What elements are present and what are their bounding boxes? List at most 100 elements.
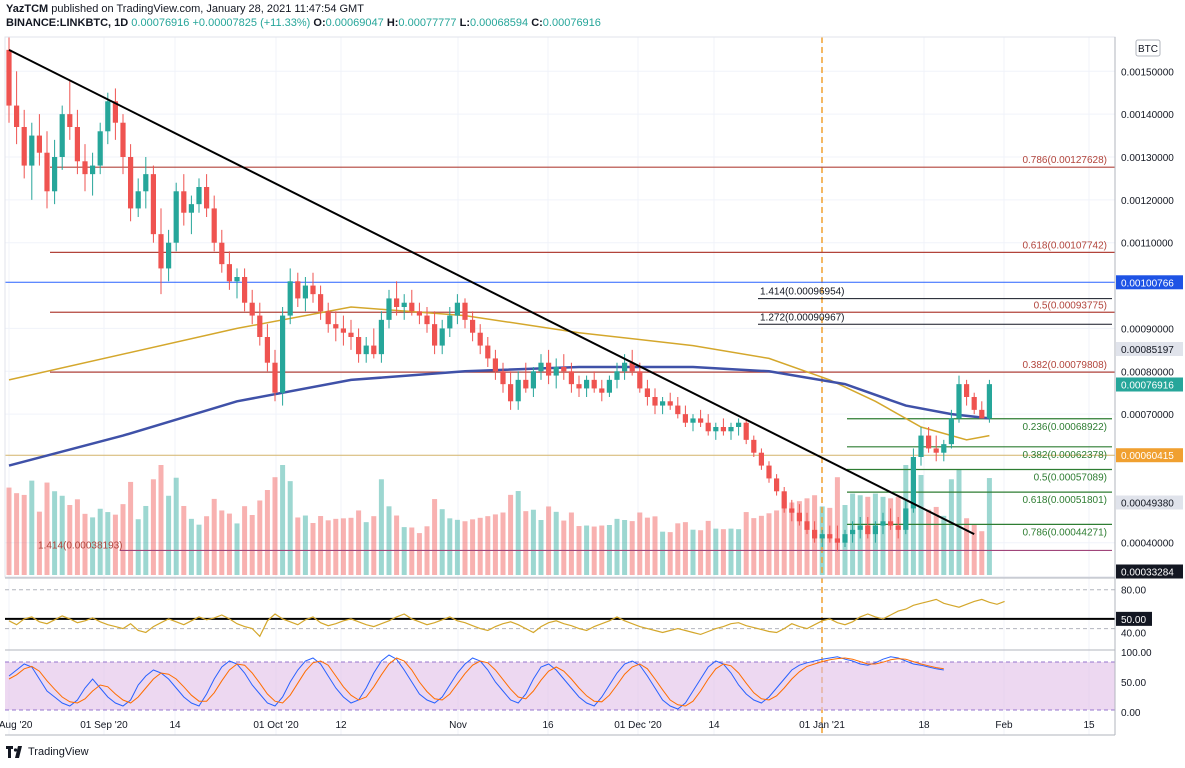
symbol-name: BINANCE:LINKBTC, 1D <box>6 17 129 29</box>
trendline[interactable] <box>8 48 975 536</box>
candle-body <box>143 174 149 192</box>
candle-body <box>971 397 977 410</box>
candle-body <box>865 525 871 535</box>
candle-body <box>850 529 856 535</box>
rsi-line <box>8 598 1005 638</box>
fib-label: 0.382(0.00079808) <box>1022 360 1107 371</box>
candle-body <box>903 508 909 530</box>
volume-bar <box>477 517 483 575</box>
candle-body <box>401 302 407 307</box>
candle-body <box>462 302 468 320</box>
candle-body <box>508 384 514 402</box>
volume-bar <box>500 512 506 575</box>
candle-body <box>629 362 635 372</box>
candle-body <box>188 204 194 213</box>
ma-50-line <box>8 306 990 441</box>
volume-bar <box>546 506 552 575</box>
candle-body <box>751 439 757 453</box>
volume-bar <box>143 505 149 575</box>
volume-bar <box>234 523 240 575</box>
candle-body <box>287 281 293 316</box>
price-badge <box>1116 448 1183 463</box>
volume-bar <box>386 506 392 575</box>
candle-body <box>781 491 787 509</box>
rsi-tick-label: 40.00 <box>1121 629 1146 640</box>
volume-bar <box>964 518 970 575</box>
tradingview-footer[interactable]: TradingView <box>6 746 89 758</box>
candle-body <box>44 152 50 192</box>
volume-bar <box>705 520 711 575</box>
volume-bar <box>310 523 316 575</box>
volume-bar <box>948 479 954 575</box>
y-tick-label: 0.00090000 <box>1121 324 1174 335</box>
volume-bar <box>971 524 977 575</box>
volume-bar <box>933 506 939 575</box>
candle-body <box>948 418 954 445</box>
volume-bar <box>295 517 301 575</box>
candle-body <box>204 187 210 209</box>
currency-badge: BTC <box>1138 44 1158 55</box>
candle-body <box>964 384 970 397</box>
candle-body <box>249 302 255 316</box>
fib-label: 0.786(0.00044271) <box>1022 527 1107 538</box>
volume-bar <box>135 519 141 575</box>
candle-body <box>789 508 795 513</box>
fib-label: 0.382(0.00062378) <box>1022 450 1107 461</box>
high-value: 0.00077777 <box>398 17 457 29</box>
x-tick-label: 16 <box>542 720 554 731</box>
candle-body <box>112 101 118 123</box>
rsi-badge-label: 50.00 <box>1121 615 1146 626</box>
volume-bar <box>181 505 187 575</box>
volume-bar <box>356 510 362 575</box>
candle-body <box>872 525 878 535</box>
candle-body <box>325 311 331 325</box>
author-name[interactable]: YazTCM <box>6 3 49 15</box>
volume-bar <box>325 520 331 575</box>
y-tick-label: 0.00070000 <box>1121 410 1174 421</box>
candle-body <box>857 525 863 530</box>
volume-bar <box>956 469 962 575</box>
candle-body <box>196 187 202 205</box>
last-price: 0.00076916 <box>131 17 190 29</box>
volume-bar <box>333 518 339 575</box>
volume-bars <box>6 465 992 575</box>
y-tick-label: 0.00150000 <box>1121 67 1174 78</box>
y-tick-label: 0.00140000 <box>1121 110 1174 121</box>
currency-badge-box[interactable] <box>1135 39 1161 57</box>
publish-header: YazTCM published on TradingView.com, Jan… <box>6 3 364 15</box>
volume-bar <box>29 480 35 575</box>
volume-bar <box>196 524 202 575</box>
volume-bar <box>97 508 103 575</box>
published-text: published on TradingView.com, January 28… <box>51 3 364 15</box>
volume-bar <box>188 518 194 575</box>
volume-bar <box>249 515 255 575</box>
volume-bar <box>105 512 111 575</box>
x-tick-label: 01 Oct '20 <box>253 720 299 731</box>
volume-bar <box>637 512 643 575</box>
volume-bar <box>492 514 498 575</box>
volume-bar <box>538 520 544 575</box>
candle-body <box>682 414 688 423</box>
candle-body <box>568 371 574 385</box>
volume-bar <box>804 498 810 575</box>
volume-bar <box>880 496 886 575</box>
volume-bar <box>371 516 377 575</box>
candle-body <box>591 379 597 389</box>
candle-body <box>888 521 894 526</box>
volume-bar <box>690 529 696 575</box>
volume-bar <box>675 523 681 575</box>
volume-bar <box>751 518 757 575</box>
fib-extension-label: 1.414(0.00096954) <box>760 287 845 298</box>
volume-bar <box>166 495 172 575</box>
volume-bar <box>112 514 118 575</box>
candle-body <box>394 298 400 307</box>
candle-body <box>538 362 544 372</box>
price-badge-label: 0.00100766 <box>1121 278 1174 289</box>
candle-body <box>363 345 369 355</box>
price-badge <box>1116 495 1183 510</box>
volume-bar <box>774 510 780 575</box>
candle-body <box>758 452 764 466</box>
candle-body <box>74 127 80 162</box>
open-value: 0.00069047 <box>325 17 384 29</box>
